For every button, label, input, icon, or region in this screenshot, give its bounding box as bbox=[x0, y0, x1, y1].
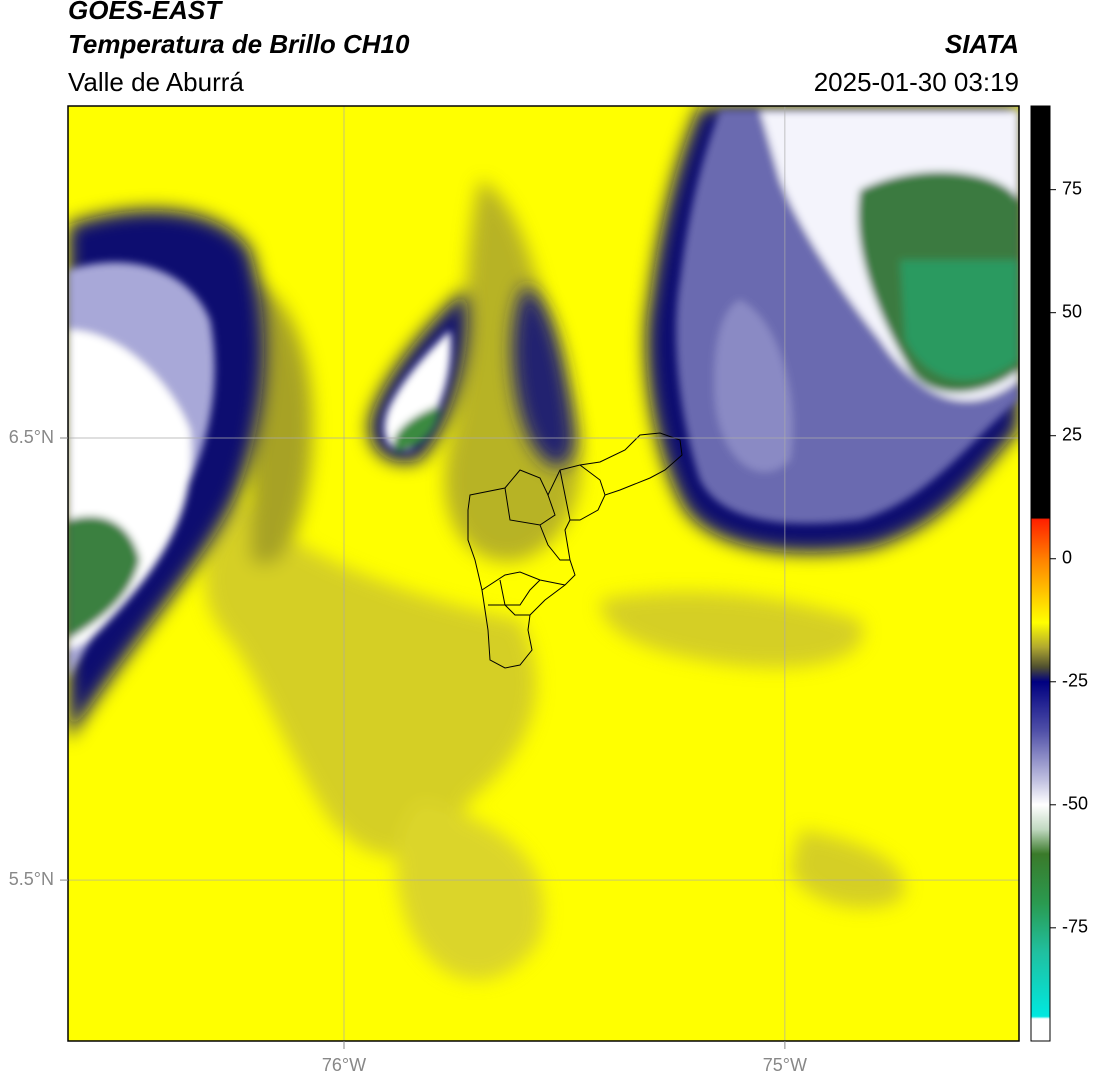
colorbar-tick-label: 0 bbox=[1062, 547, 1072, 567]
subtitle: Temperatura de Brillo CH10 bbox=[68, 29, 410, 59]
title: GOES-EAST bbox=[68, 0, 223, 25]
colorbar-tick-label: 75 bbox=[1062, 178, 1082, 198]
datetime: 2025-01-30 03:19 bbox=[814, 67, 1019, 97]
colorbar-tick-label: -25 bbox=[1062, 671, 1088, 691]
colorbar-tick-label: 50 bbox=[1062, 301, 1082, 321]
region: Valle de Aburrá bbox=[68, 67, 244, 97]
municipal-boundaries bbox=[467, 432, 683, 669]
x-tick-label: 76°W bbox=[322, 1055, 366, 1075]
y-tick-label: 5.5°N bbox=[9, 869, 54, 889]
satellite-image bbox=[68, 106, 1019, 1041]
colorbar-tick-label: 25 bbox=[1062, 424, 1082, 444]
x-tick-label: 75°W bbox=[763, 1055, 807, 1075]
colorbar-tick-label: -75 bbox=[1062, 917, 1088, 937]
map-frame bbox=[67, 105, 1020, 1042]
y-tick-label: 6.5°N bbox=[9, 427, 54, 447]
source: SIATA bbox=[945, 29, 1019, 59]
colorbar bbox=[1030, 105, 1051, 1042]
colorbar-tick-label: -50 bbox=[1062, 794, 1088, 814]
graticule bbox=[68, 106, 1019, 1041]
